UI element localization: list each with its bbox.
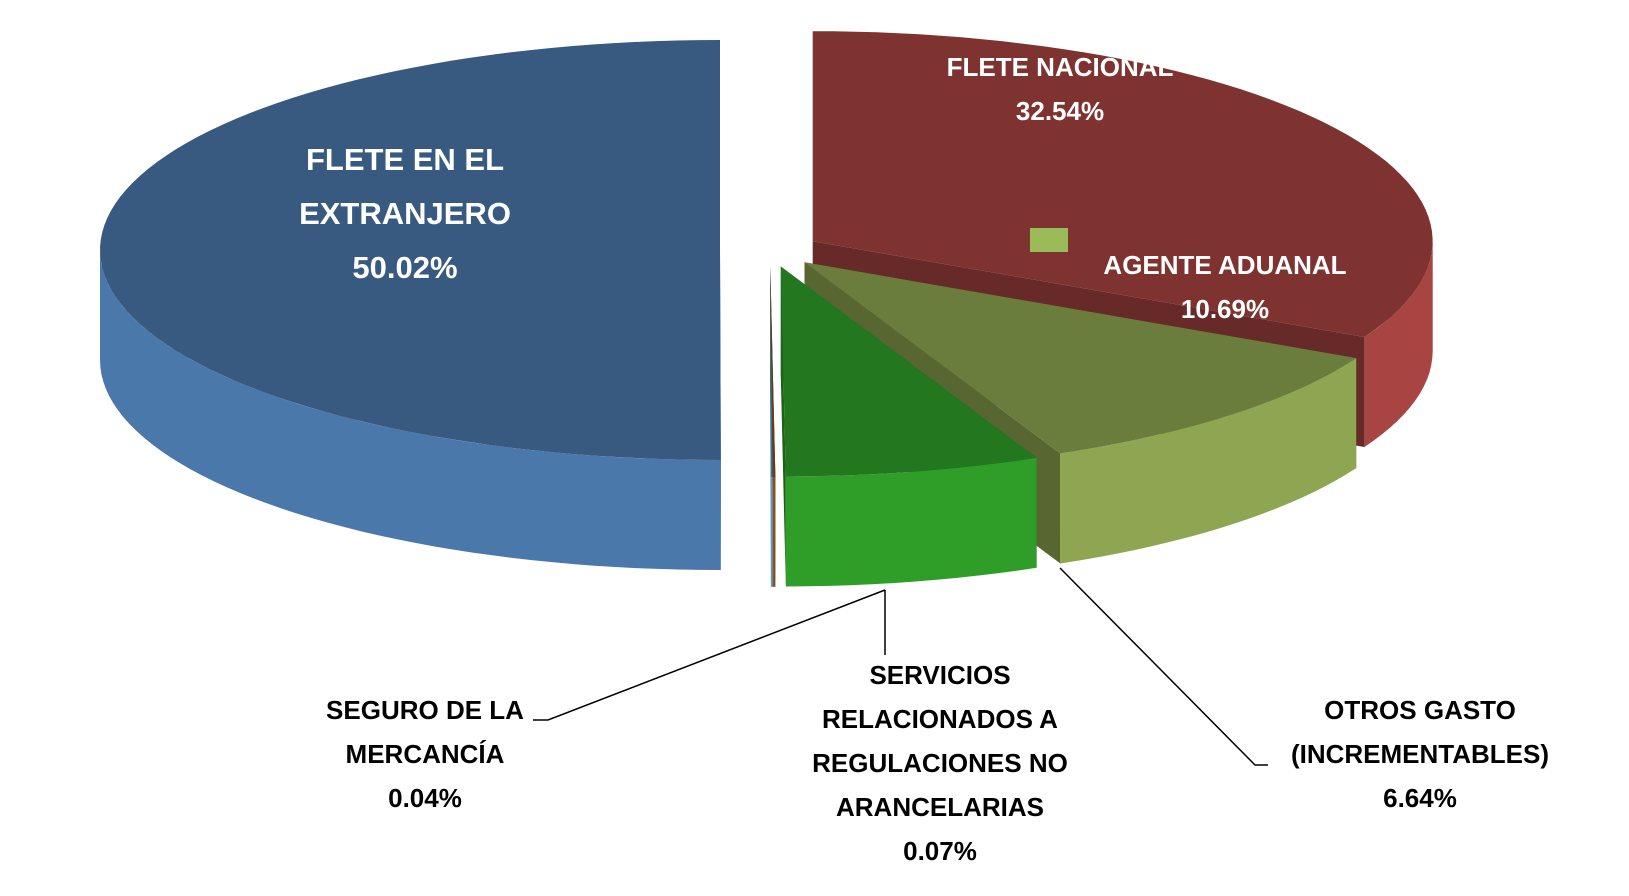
value-label: 10.69% — [1180, 294, 1270, 324]
data-label: FLETE NACIONAL 32.54% — [850, 45, 1270, 133]
value-label: 0.07% — [903, 836, 977, 866]
leader-line — [533, 589, 886, 721]
slice-side — [780, 266, 786, 587]
slice-top — [100, 40, 721, 460]
data-label: AGENTE ADUANAL 10.69% — [1015, 243, 1435, 331]
slice-wall — [770, 476, 773, 587]
slices — [100, 31, 1433, 587]
value-label: 32.54% — [1015, 96, 1105, 126]
value-label: 0.04% — [388, 783, 462, 813]
category-label: OTROS GASTO (INCREMENTABLES) — [1290, 695, 1550, 769]
slice-top — [770, 266, 773, 477]
slice-wall — [100, 250, 721, 570]
data-label: FLETE EN EL EXTRANJERO 50.02% — [265, 133, 545, 295]
slice-wall — [785, 457, 1037, 587]
leader-line — [1059, 567, 1268, 766]
slice-top — [770, 266, 776, 477]
data-label: OTROS GASTO (INCREMENTABLES) 6.64% — [1260, 688, 1580, 820]
data-label: SERVICIOS RELACIONADOS A REGULACIONES NO… — [790, 653, 1090, 873]
slice-top — [780, 266, 1037, 477]
category-label: SEGURO DE LA MERCANCÍA — [326, 695, 524, 769]
category-label: SERVICIOS RELACIONADOS A REGULACIONES NO… — [812, 660, 1068, 822]
value-label: 6.64% — [1383, 783, 1457, 813]
data-label: SEGURO DE LA MERCANCÍA 0.04% — [300, 688, 550, 820]
slice-wall — [1364, 241, 1433, 447]
slice-top — [812, 31, 1433, 337]
slice-side — [770, 266, 771, 587]
legend-key — [1030, 228, 1068, 252]
slice-wall — [772, 476, 776, 587]
category-label: FLETE NACIONAL — [946, 52, 1174, 82]
value-label: 50.02% — [352, 250, 458, 285]
slice-top — [804, 262, 1357, 454]
category-label: FLETE EN EL EXTRANJERO — [299, 142, 511, 231]
category-label: AGENTE ADUANAL — [1103, 250, 1347, 280]
slice-wall — [1060, 358, 1357, 564]
